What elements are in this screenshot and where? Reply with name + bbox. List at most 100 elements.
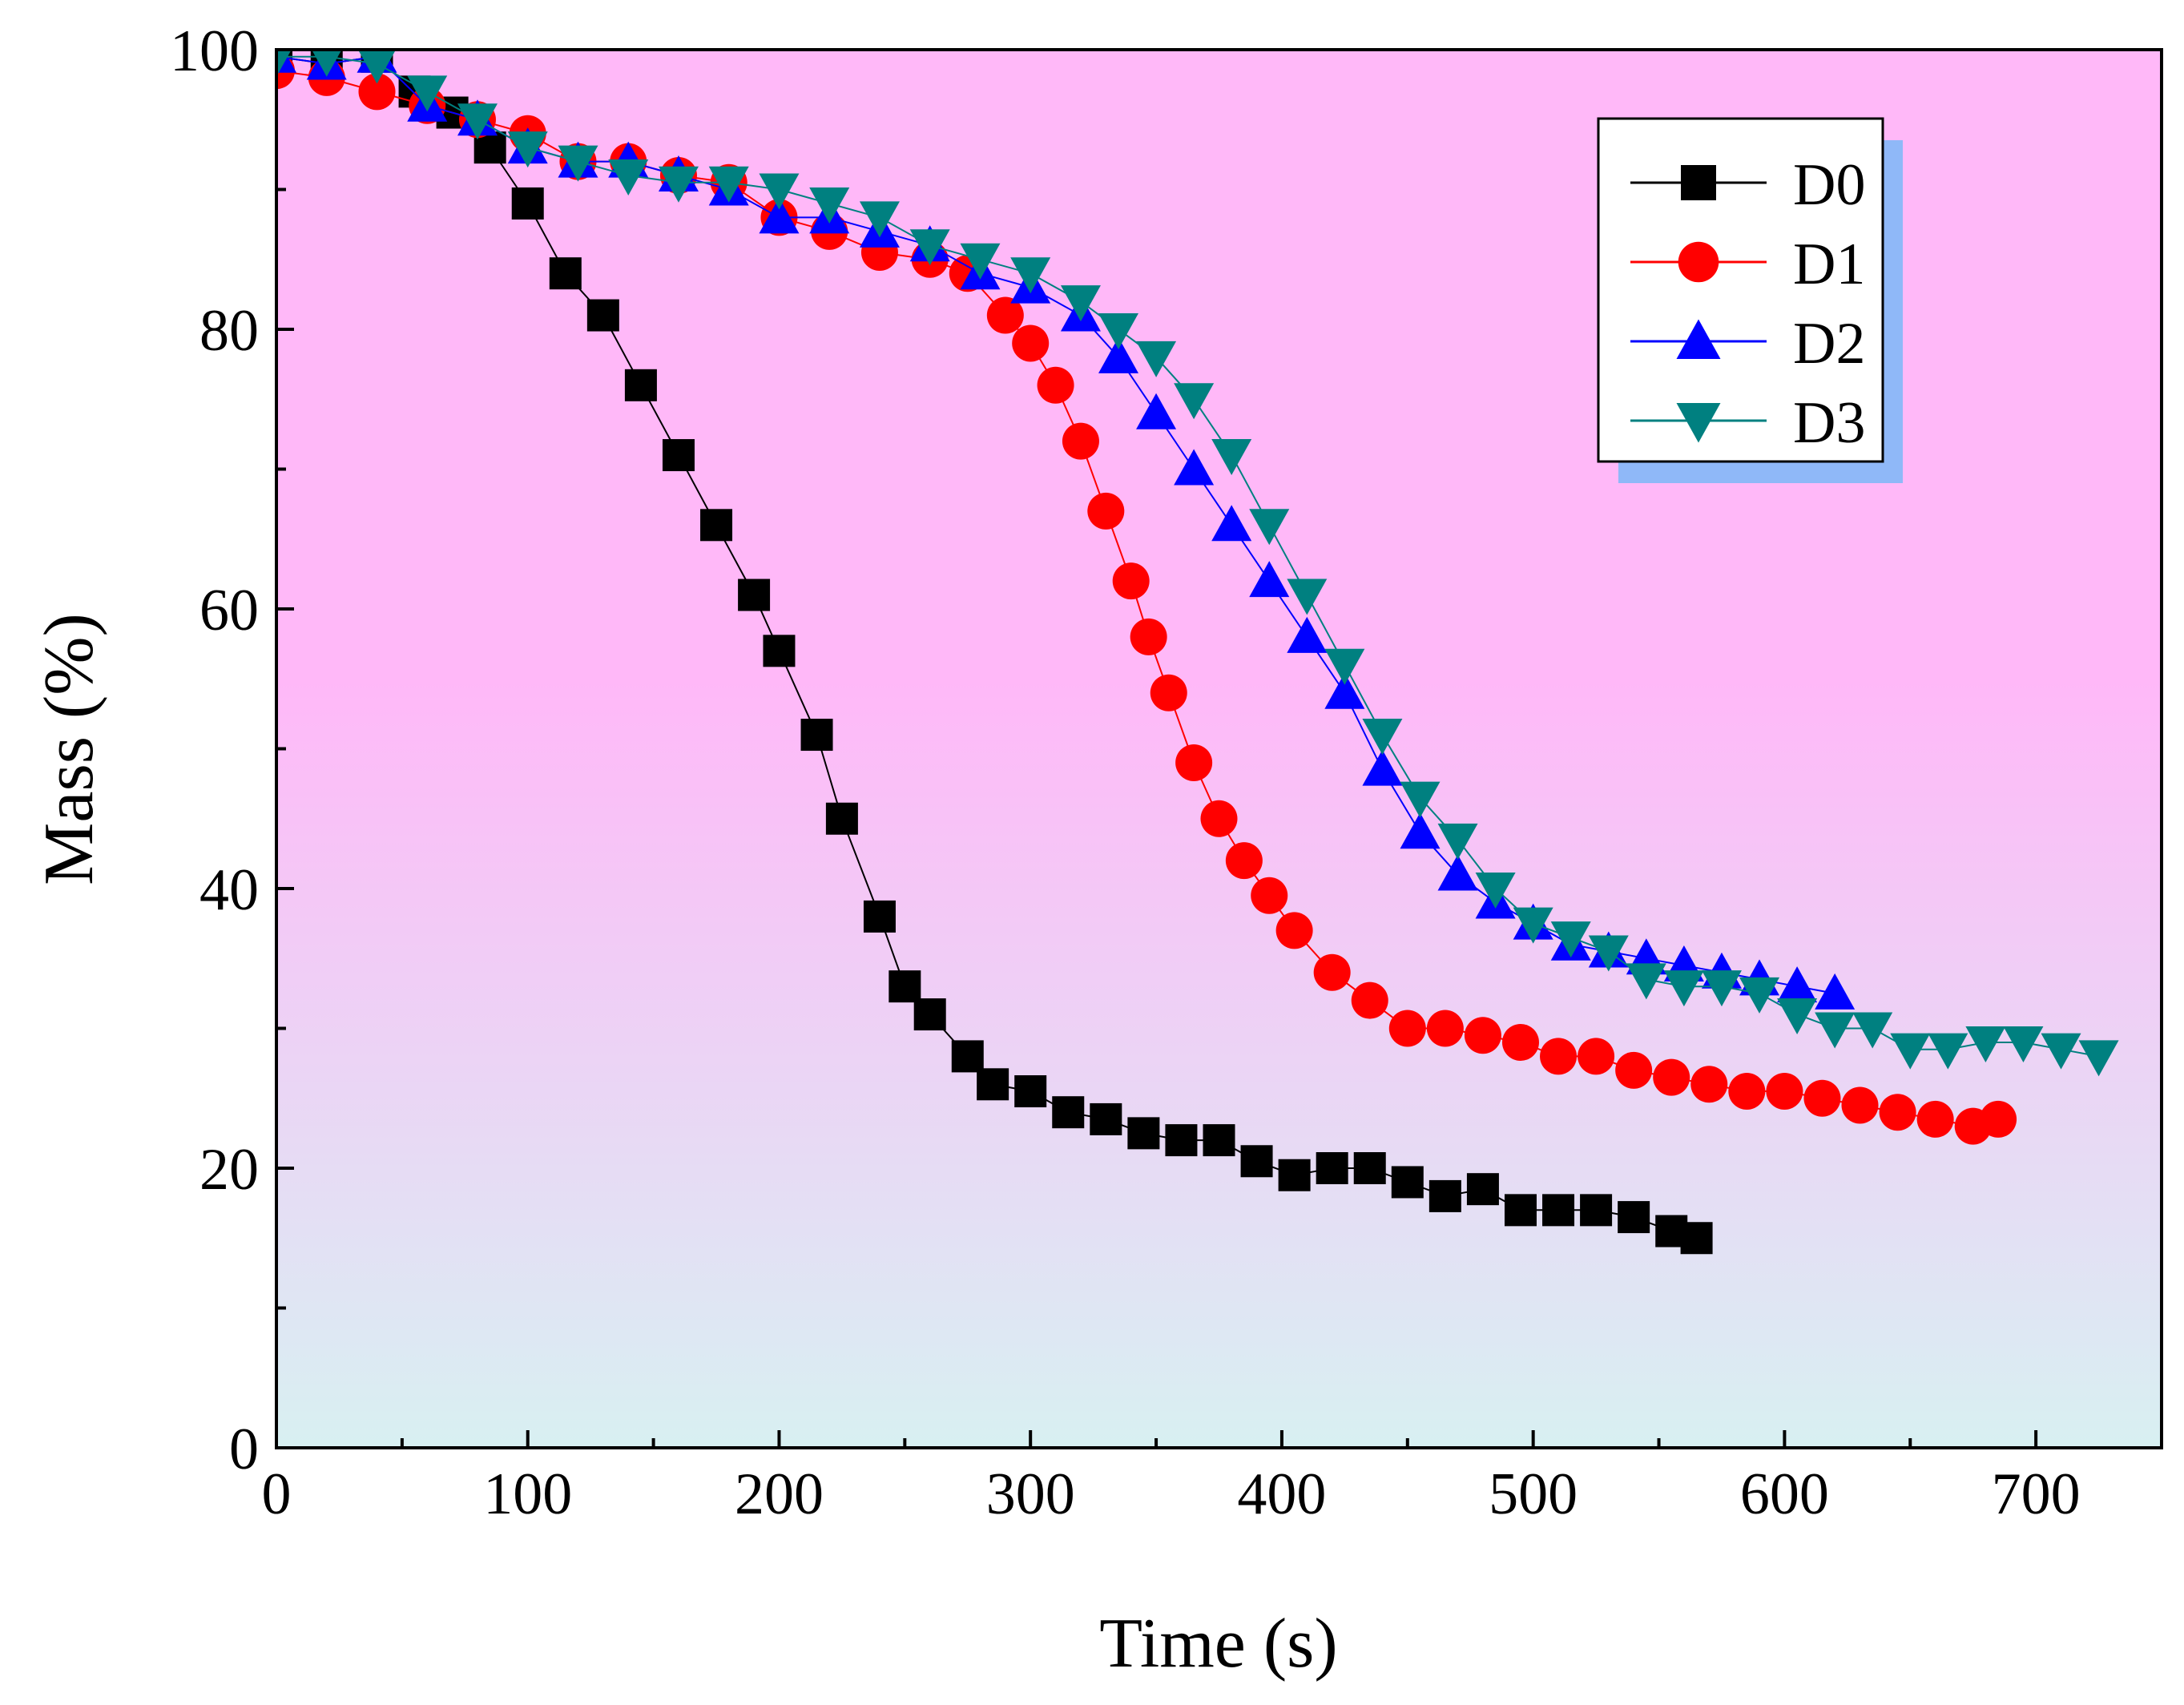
data-point-D3 bbox=[1098, 313, 1139, 349]
data-point-D0 bbox=[1680, 1222, 1713, 1255]
legend-label: D2 bbox=[1793, 311, 1865, 377]
data-point-D3 bbox=[1174, 383, 1215, 420]
data-point-D1 bbox=[1690, 1066, 1728, 1103]
data-point-D3 bbox=[276, 50, 292, 77]
data-point-D3 bbox=[1890, 1033, 1931, 1070]
data-point-D1 bbox=[1087, 492, 1125, 530]
data-point-D3 bbox=[1965, 1026, 2006, 1062]
data-point-D0 bbox=[1391, 1166, 1424, 1199]
data-point-D0 bbox=[1542, 1194, 1575, 1227]
data-point-D0 bbox=[913, 998, 946, 1031]
data-point-D3 bbox=[1815, 1012, 1856, 1049]
data-point-D0 bbox=[1618, 1201, 1650, 1234]
x-tick-label: 500 bbox=[1489, 1461, 1578, 1527]
data-point-D3 bbox=[507, 131, 548, 168]
series-layer bbox=[276, 50, 2119, 1255]
data-point-D3 bbox=[1550, 921, 1591, 958]
legend-entries: D0 D1 D2 D3 bbox=[1630, 152, 1865, 456]
legend-item-D1: D1 bbox=[1630, 232, 1865, 297]
data-point-D2 bbox=[1362, 749, 1403, 786]
data-point-D3 bbox=[1400, 781, 1441, 818]
x-tick-label: 0 bbox=[262, 1461, 292, 1527]
y-axis-title: Mass (%) bbox=[30, 613, 108, 885]
x-tick-label: 100 bbox=[483, 1461, 572, 1527]
data-point-D2 bbox=[1437, 854, 1478, 891]
data-point-D1 bbox=[1130, 618, 1167, 655]
data-point-D1 bbox=[1388, 1010, 1426, 1047]
x-axis-title: Time (s) bbox=[1099, 1605, 1337, 1683]
x-tick-label: 200 bbox=[735, 1461, 824, 1527]
data-point-D0 bbox=[624, 369, 657, 401]
data-point-D3 bbox=[1475, 873, 1516, 909]
data-point-D3 bbox=[2003, 1026, 2044, 1062]
data-point-D3 bbox=[658, 166, 699, 203]
legend-box bbox=[1597, 117, 1884, 463]
data-point-D0 bbox=[1127, 1117, 1160, 1150]
data-point-D3 bbox=[457, 103, 498, 140]
data-point-D2 bbox=[1777, 966, 1818, 1003]
y-tick-label: 60 bbox=[199, 578, 259, 643]
legend-item-D2: D2 bbox=[1630, 311, 1865, 377]
data-point-D1 bbox=[1062, 422, 1099, 460]
data-point-D3 bbox=[708, 166, 749, 203]
data-point-D3 bbox=[1701, 970, 1742, 1007]
data-point-D3 bbox=[1249, 509, 1290, 546]
data-point-D0 bbox=[1165, 1124, 1198, 1157]
data-point-D3 bbox=[407, 75, 448, 112]
data-point-D1 bbox=[1501, 1023, 1539, 1061]
data-point-D0 bbox=[1014, 1075, 1047, 1108]
data-point-D0 bbox=[1316, 1152, 1348, 1184]
data-point-D2 bbox=[1136, 393, 1177, 429]
data-point-D0 bbox=[1052, 1096, 1085, 1129]
data-point-D1 bbox=[358, 73, 396, 111]
data-point-D3 bbox=[2078, 1040, 2119, 1077]
x-tick-label: 600 bbox=[1740, 1461, 1829, 1527]
data-point-D3 bbox=[759, 173, 800, 210]
data-point-D3 bbox=[558, 145, 598, 182]
data-point-D1 bbox=[1037, 366, 1074, 404]
y-tick-label: 80 bbox=[199, 298, 259, 364]
data-point-D1 bbox=[1275, 912, 1313, 949]
x-tick-label: 400 bbox=[1237, 1461, 1326, 1527]
data-point-D1 bbox=[1578, 1038, 1615, 1075]
y-tick-label: 0 bbox=[229, 1417, 259, 1482]
data-point-D3 bbox=[1626, 963, 1666, 1000]
data-point-D1 bbox=[1916, 1100, 1954, 1138]
data-point-D1 bbox=[1766, 1073, 1803, 1110]
data-point-D3 bbox=[1287, 578, 1328, 615]
data-point-D3 bbox=[608, 159, 649, 196]
data-point-D0 bbox=[511, 187, 544, 220]
data-point-D0 bbox=[763, 635, 796, 667]
data-point-D0 bbox=[951, 1040, 984, 1073]
data-point-D0 bbox=[1504, 1194, 1537, 1227]
data-point-D1 bbox=[1879, 1094, 1916, 1131]
data-point-D3 bbox=[1136, 341, 1177, 377]
legend: D0 D1 D2 D3 bbox=[1597, 117, 1903, 483]
legend-marker-D1 bbox=[1678, 241, 1719, 283]
data-point-D3 bbox=[357, 50, 397, 84]
data-point-D3 bbox=[960, 243, 1001, 280]
data-point-D3 bbox=[1362, 719, 1403, 756]
data-point-D0 bbox=[1428, 1179, 1461, 1212]
data-point-D3 bbox=[909, 229, 950, 266]
data-point-D3 bbox=[1010, 257, 1051, 294]
legend-marker-D2 bbox=[1676, 319, 1721, 359]
data-point-D2 bbox=[1815, 973, 1856, 1010]
data-point-D3 bbox=[859, 201, 900, 238]
data-point-D1 bbox=[986, 296, 1024, 334]
legend-marker-D0 bbox=[1681, 165, 1716, 200]
data-point-D0 bbox=[662, 439, 695, 472]
data-point-D0 bbox=[1466, 1173, 1499, 1206]
y-tick-label: 100 bbox=[170, 18, 259, 84]
data-point-D1 bbox=[1728, 1073, 1766, 1110]
data-point-D3 bbox=[1777, 998, 1818, 1035]
data-point-D1 bbox=[1803, 1079, 1841, 1117]
data-point-D0 bbox=[1090, 1102, 1122, 1135]
data-point-D1 bbox=[1980, 1100, 2017, 1138]
series-D0 bbox=[276, 50, 1713, 1255]
data-point-D3 bbox=[1588, 935, 1629, 972]
data-point-D3 bbox=[1324, 648, 1365, 685]
data-point-D1 bbox=[1225, 842, 1263, 880]
data-point-D2 bbox=[1249, 561, 1290, 598]
x-tick-label: 700 bbox=[1992, 1461, 2081, 1527]
